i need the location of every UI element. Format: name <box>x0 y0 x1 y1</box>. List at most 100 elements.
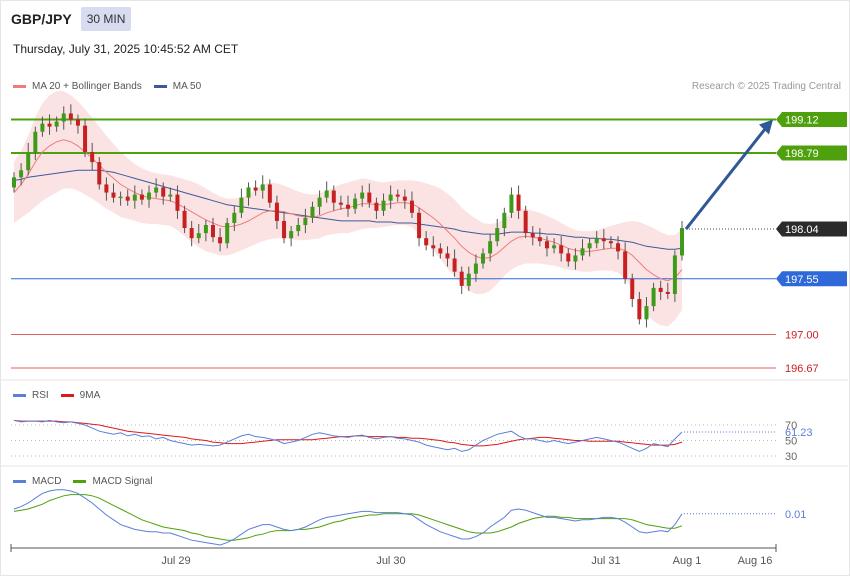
candle-body <box>488 241 493 254</box>
legend-rsi-ma: 9MA <box>60 390 101 401</box>
candle <box>544 236 549 257</box>
level-label-199.12: 199.12 <box>785 115 819 127</box>
candle-body <box>367 192 372 203</box>
level-label-198.79: 198.79 <box>785 148 819 160</box>
rsi-line <box>13 419 683 452</box>
candle <box>296 217 301 237</box>
candle-body <box>552 245 557 249</box>
rsi-last-value: 61.23 <box>785 427 813 439</box>
candle <box>97 157 102 190</box>
candle <box>118 191 123 206</box>
candle-body <box>616 243 621 252</box>
candle <box>523 205 528 239</box>
candle <box>395 189 400 202</box>
candle <box>637 291 642 325</box>
legend-rsi: RSI <box>13 390 49 401</box>
legend-rsi-ma-label: 9MA <box>79 390 101 401</box>
symbol-label[interactable]: GBP/JPY <box>11 11 72 27</box>
candle-body <box>516 194 521 211</box>
candle-body <box>580 248 585 256</box>
candle-body <box>324 190 329 198</box>
candle-body <box>566 253 571 262</box>
ma50-line <box>13 169 683 250</box>
candle <box>310 201 315 223</box>
candle <box>154 178 159 198</box>
candle <box>267 179 272 208</box>
candle <box>459 266 464 294</box>
macd-line <box>13 489 683 546</box>
x-tick-label-aug-1: Aug 1 <box>673 555 702 567</box>
x-tick-label-jul-31: Jul 31 <box>591 555 620 567</box>
candle <box>61 106 66 130</box>
candle-body <box>665 291 670 294</box>
candle <box>566 248 571 267</box>
candle-body <box>161 187 166 197</box>
candle-body <box>40 123 45 132</box>
candle-body <box>118 196 123 199</box>
candle-body <box>239 197 244 213</box>
candle-body <box>232 212 237 223</box>
macd-legend: MACD MACD Signal <box>13 476 164 487</box>
candle <box>680 220 684 261</box>
candle-body <box>573 255 578 262</box>
legend-macd-signal-swatch <box>73 480 87 483</box>
candle <box>495 218 500 247</box>
candle-body <box>438 248 443 254</box>
candle <box>616 236 621 260</box>
candle <box>658 280 663 301</box>
candle <box>481 248 486 269</box>
candle-body <box>601 238 606 242</box>
candle-body <box>495 228 500 242</box>
candle <box>530 226 535 246</box>
legend-macd-signal-label: MACD Signal <box>92 476 153 487</box>
candle <box>608 236 613 249</box>
candle <box>537 228 542 247</box>
candle-body <box>353 198 358 209</box>
datetime-label: Thursday, July 31, 2025 10:45:52 AM CET <box>13 42 239 56</box>
candle <box>630 273 635 308</box>
rsi-tick-50: 50 <box>785 436 797 448</box>
candle-body <box>658 287 663 292</box>
candle <box>409 191 414 218</box>
candle-body <box>104 184 109 193</box>
legend-ma50: MA 50 <box>153 81 201 92</box>
candle-body <box>608 241 613 244</box>
candle <box>225 217 230 249</box>
candle <box>303 208 308 234</box>
candle-body <box>132 194 137 201</box>
candle-body <box>537 237 542 242</box>
candle <box>388 185 393 209</box>
candle-body <box>282 220 287 239</box>
timeframe-badge[interactable]: 30 MIN <box>80 7 132 31</box>
candle-body <box>544 241 549 249</box>
candle-body <box>97 162 102 185</box>
candle <box>274 195 279 230</box>
legend-macd-signal: MACD Signal <box>73 476 152 487</box>
candle <box>132 185 137 209</box>
candle <box>232 205 237 232</box>
research-credit: Research © 2025 Trading Central <box>691 81 841 92</box>
candle <box>289 226 294 247</box>
candle-body <box>267 184 272 203</box>
candle <box>189 220 194 247</box>
candle <box>12 172 16 193</box>
candle-body <box>296 225 301 232</box>
candle-body <box>623 251 628 279</box>
candle <box>26 142 31 176</box>
candle <box>239 188 244 218</box>
candle-body <box>289 231 294 239</box>
candle <box>346 195 350 217</box>
legend-ma20-label: MA 20 + Bollinger Bands <box>32 81 142 92</box>
candle <box>111 183 116 203</box>
candle-body <box>61 113 66 122</box>
candle-body <box>19 170 24 178</box>
candle-body <box>90 151 95 163</box>
candle <box>317 190 322 215</box>
candle-body <box>402 196 407 201</box>
candle-body <box>630 278 635 300</box>
candle-body <box>431 245 436 249</box>
candle-body <box>594 238 599 244</box>
candle-body <box>346 204 350 209</box>
x-tick-label-jul-29: Jul 29 <box>161 555 190 567</box>
